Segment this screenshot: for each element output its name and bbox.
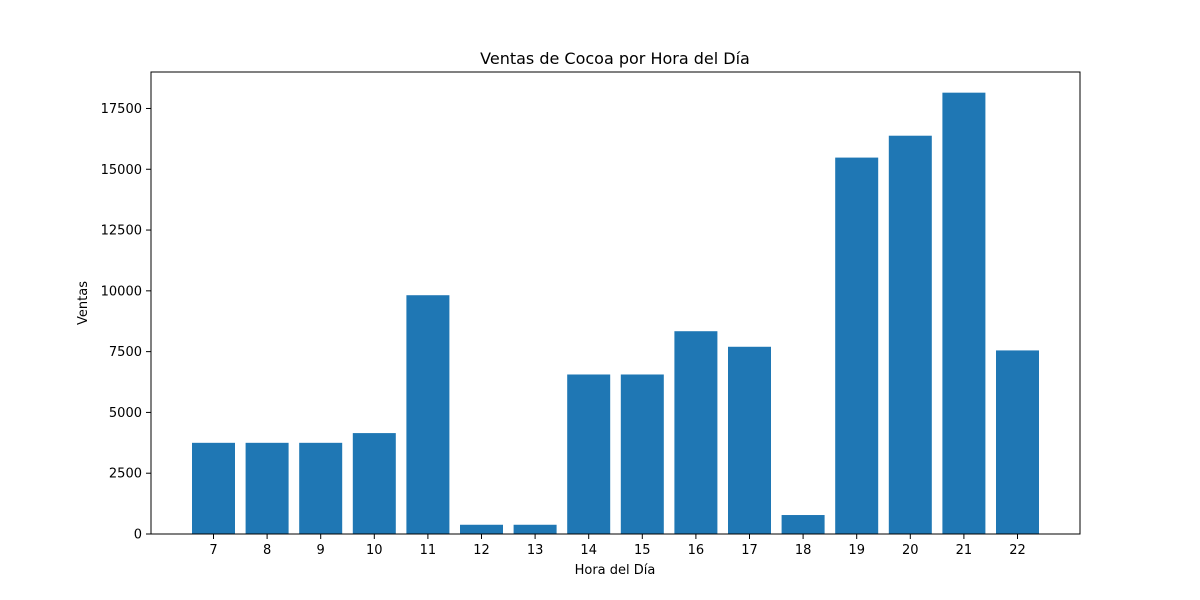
bar-20 xyxy=(888,135,932,534)
x-tick-label: 13 xyxy=(527,543,544,558)
y-tick-label: 0 xyxy=(134,528,142,543)
bar-9 xyxy=(299,442,343,534)
x-axis-title: Hora del Día xyxy=(575,563,656,578)
y-tick-label: 5000 xyxy=(109,406,142,421)
bar-19 xyxy=(835,157,879,534)
x-tick-label: 12 xyxy=(473,543,490,558)
x-tick-label: 20 xyxy=(902,543,919,558)
y-tick-label: 12500 xyxy=(101,224,142,239)
x-tick-label: 10 xyxy=(366,543,383,558)
bar-8 xyxy=(245,442,289,534)
chart-title: Ventas de Cocoa por Hora del Día xyxy=(480,49,750,68)
bar-22 xyxy=(996,350,1039,534)
x-tick-label: 7 xyxy=(209,543,217,558)
bar-15 xyxy=(620,374,664,534)
x-tick-label: 17 xyxy=(741,543,758,558)
x-tick-label: 19 xyxy=(848,543,865,558)
bar-10 xyxy=(352,433,396,534)
y-tick-label: 17500 xyxy=(101,102,142,117)
y-tick-label: 2500 xyxy=(109,467,142,482)
y-axis: 0 2500 5000 7500 10000 12500 15000 17500 xyxy=(101,102,151,543)
x-tick-label: 11 xyxy=(420,543,437,558)
x-tick-label: 15 xyxy=(634,543,651,558)
y-tick-label: 15000 xyxy=(101,163,142,178)
bar-14 xyxy=(567,374,611,534)
y-axis-title: Ventas xyxy=(76,281,91,325)
bar-7 xyxy=(192,442,235,534)
bar-21 xyxy=(942,92,986,535)
bar-17 xyxy=(728,346,771,534)
plot-frame xyxy=(150,71,1081,535)
x-axis: 7 8 9 10 11 12 13 14 15 16 17 18 19 20 21 22 xyxy=(209,534,1026,558)
x-tick-label: 18 xyxy=(795,543,812,558)
x-tick-label: 21 xyxy=(956,543,973,558)
bar-11 xyxy=(406,295,450,534)
y-tick-label: 10000 xyxy=(101,284,142,299)
x-tick-label: 8 xyxy=(263,543,271,558)
x-tick-label: 16 xyxy=(688,543,705,558)
bar-13 xyxy=(513,524,557,534)
y-tick-label: 7500 xyxy=(109,345,142,360)
bar-18 xyxy=(781,515,825,534)
x-tick-label: 22 xyxy=(1009,543,1026,558)
x-tick-label: 14 xyxy=(580,543,597,558)
bar-16 xyxy=(674,331,718,534)
bars-layer xyxy=(192,92,1039,535)
x-tick-label: 9 xyxy=(317,543,325,558)
bar-12 xyxy=(460,524,503,534)
